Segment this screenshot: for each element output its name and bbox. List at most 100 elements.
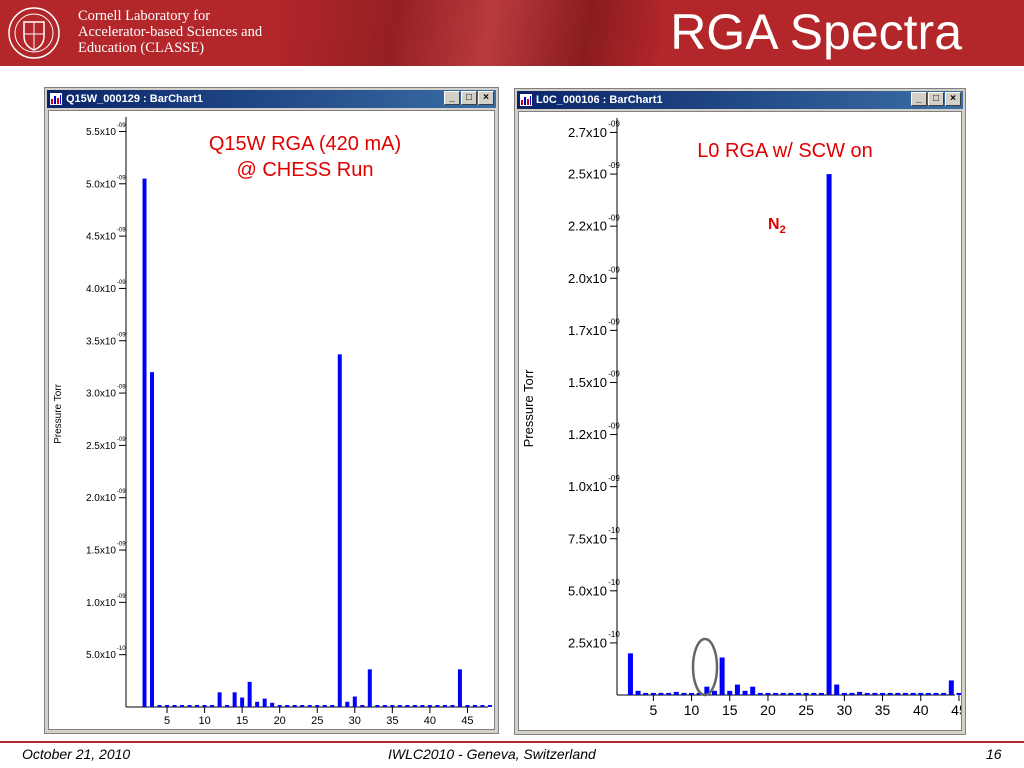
- bar: [696, 692, 702, 695]
- maximize-button[interactable]: □: [928, 92, 944, 106]
- n2-peak-label: N2: [768, 216, 786, 236]
- window-titlebar[interactable]: L0C_000106 : BarChart1 _ □ ×: [517, 91, 963, 109]
- chart-area: 2.5x10 -10 5.0x10 -10 7.5x10 -10 1.0x10 -09 1.2x…: [518, 111, 1005, 731]
- bar: [956, 692, 962, 695]
- x-tick-label: 30: [349, 715, 361, 727]
- highlight-ellipse: [691, 637, 719, 697]
- bar: [757, 692, 763, 695]
- barchart-window-q15w: Q15W_000129 : BarChart1 _ □ × 5.0x10 -10 1.0…: [44, 87, 511, 734]
- chart-annotation-l0c: L0 RGA w/ SCW on: [697, 140, 873, 162]
- bar: [742, 690, 748, 695]
- bar: [658, 692, 664, 695]
- bar: [902, 692, 908, 695]
- minimize-button[interactable]: _: [444, 91, 460, 105]
- bar: [719, 657, 725, 695]
- bar: [352, 696, 357, 707]
- bar: [202, 705, 207, 707]
- lab-name: Cornell Laboratory for Accelerator-based…: [78, 8, 263, 56]
- maximize-button[interactable]: □: [461, 91, 477, 105]
- bar: [442, 705, 447, 707]
- window-titlebar[interactable]: Q15W_000129 : BarChart1 _ □ ×: [47, 90, 496, 108]
- x-tick-label: 15: [236, 715, 248, 727]
- bar: [210, 705, 215, 707]
- x-tick-label: 40: [913, 702, 929, 718]
- close-button[interactable]: ×: [945, 92, 961, 106]
- bar: [232, 692, 237, 707]
- y-tick-label: 2.2x10: [568, 219, 607, 234]
- y-tick-label: 4.5x10: [86, 232, 116, 243]
- bar: [172, 705, 177, 707]
- bar: [895, 692, 901, 695]
- chart-annotation-q15w: Q15W RGA (420 mA) @ CHESS Run: [208, 133, 402, 181]
- bar: [157, 705, 162, 707]
- header-photo-band: [280, 0, 660, 66]
- y-tick-label: 5.0x10: [86, 650, 116, 661]
- bar: [322, 705, 327, 707]
- bar: [788, 692, 794, 695]
- barchart-window-l0c: L0C_000106 : BarChart1 _ □ × 2.5x10 -10 5.0x…: [514, 88, 1005, 735]
- bar: [681, 692, 687, 695]
- bar: [918, 692, 924, 695]
- x-tick-label: 45: [461, 715, 473, 727]
- slide-title: RGA Spectra: [670, 4, 962, 60]
- bar: [277, 705, 282, 707]
- footer-event: IWLC2010 - Geneva, Switzerland: [388, 746, 596, 762]
- bar: [834, 684, 840, 695]
- bar: [367, 669, 372, 707]
- x-tick-label: 20: [760, 702, 776, 718]
- y-tick-label: 5.5x10: [86, 127, 116, 138]
- bar: [635, 690, 641, 695]
- y-tick-exponent: -09: [117, 594, 126, 600]
- bar: [857, 691, 863, 695]
- minimize-button[interactable]: _: [911, 92, 927, 106]
- y-tick-label: 7.5x10: [568, 531, 607, 546]
- y-tick-exponent: -09: [117, 228, 126, 234]
- bar: [925, 692, 931, 695]
- x-tick-label: 5: [164, 715, 170, 727]
- bar: [826, 174, 832, 695]
- bar: [330, 705, 335, 707]
- y-tick-exponent: -09: [608, 120, 620, 129]
- x-tick-label: 20: [274, 715, 286, 727]
- bar: [704, 686, 710, 695]
- bar-chart-l0c: 2.5x10-105.0x10-107.5x10-101.0x10-091.2x…: [521, 118, 1005, 718]
- bar: [217, 692, 222, 707]
- y-tick-exponent: -10: [608, 526, 620, 535]
- x-tick-label: 25: [311, 715, 323, 727]
- chart-app-icon: [520, 94, 532, 106]
- y-tick-label: 4.0x10: [86, 284, 116, 295]
- bar: [948, 680, 954, 695]
- bar: [487, 705, 492, 707]
- y-tick-label: 5.0x10: [86, 179, 116, 190]
- y-tick-label: 1.7x10: [568, 323, 607, 338]
- bar: [711, 690, 717, 695]
- y-tick-exponent: -09: [117, 385, 126, 391]
- y-tick-label: 2.0x10: [568, 271, 607, 286]
- x-tick-label: 45: [951, 702, 961, 718]
- close-button[interactable]: ×: [478, 91, 494, 105]
- y-tick-exponent: -09: [117, 332, 126, 338]
- y-axis-label: Pressure Torr: [53, 383, 64, 444]
- bar: [307, 705, 312, 707]
- chart-area: 5.0x10 -10 1.0x10 -09 1.5x10 -09 2.0x10 -09 2.5x…: [48, 110, 511, 730]
- bar: [941, 692, 947, 695]
- y-tick-exponent: -09: [117, 489, 126, 495]
- y-tick-label: 5.0x10: [568, 583, 607, 598]
- bar: [405, 705, 410, 707]
- bar: [803, 692, 809, 695]
- bar: [689, 692, 695, 695]
- bar: [180, 705, 185, 707]
- bar: [643, 692, 649, 695]
- bar: [285, 705, 290, 707]
- y-tick-exponent: -09: [608, 161, 620, 170]
- x-tick-label: 25: [798, 702, 814, 718]
- footer-rule: [0, 741, 1024, 743]
- x-tick-label: 30: [837, 702, 853, 718]
- bar: [412, 705, 417, 707]
- y-tick-exponent: -10: [608, 630, 620, 639]
- bar: [435, 705, 440, 707]
- bar: [727, 690, 733, 695]
- y-tick-label: 1.5x10: [86, 546, 116, 557]
- bar: [450, 705, 455, 707]
- x-tick-label: 5: [649, 702, 657, 718]
